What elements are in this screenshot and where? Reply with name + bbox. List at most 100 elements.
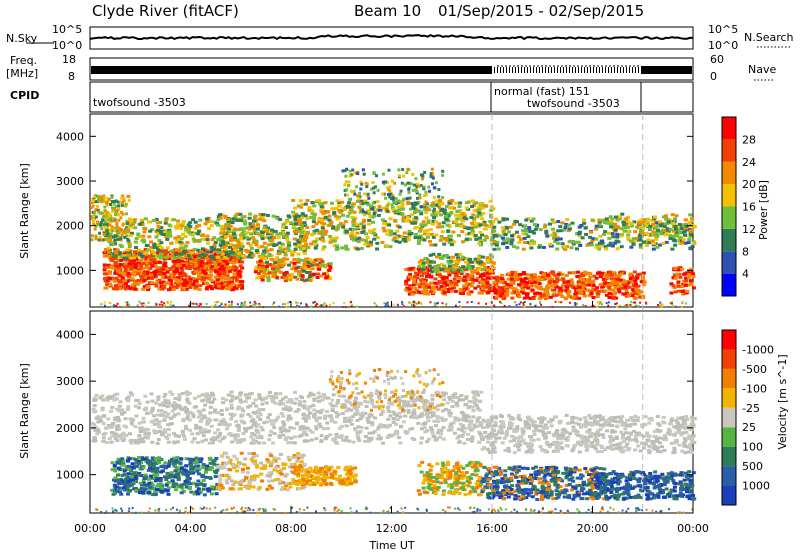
echo-cell xyxy=(222,270,227,274)
echo-cell xyxy=(629,239,634,243)
echo-cell xyxy=(536,279,541,283)
echo-cell xyxy=(537,243,542,247)
echo-cell xyxy=(506,272,511,276)
echo-cell xyxy=(332,239,337,243)
echo-cell xyxy=(587,281,592,285)
nave-tick-bottom: 0 xyxy=(710,70,717,83)
echo-cell xyxy=(405,286,410,290)
echo-cell xyxy=(552,234,557,238)
echo-cell xyxy=(291,210,296,214)
echo-cell xyxy=(257,271,262,275)
echo-cell xyxy=(454,304,457,307)
echo-cell xyxy=(296,265,301,269)
echo-cell xyxy=(350,300,353,303)
echo-cell xyxy=(297,243,302,247)
echo-cell xyxy=(456,270,461,274)
echo-cell xyxy=(304,259,309,263)
echo-cell xyxy=(442,264,447,268)
echo-cell xyxy=(419,436,424,440)
echo-cell xyxy=(235,212,240,216)
echo-cell xyxy=(417,260,422,264)
echo-cell xyxy=(224,251,229,255)
y-tick-label: 1000 xyxy=(56,264,84,277)
echo-cell xyxy=(157,272,162,276)
echo-cell xyxy=(161,303,164,306)
echo-cell xyxy=(422,185,426,189)
echo-cell xyxy=(610,244,615,248)
echo-cell xyxy=(608,270,613,274)
echo-cell xyxy=(360,230,365,234)
echo-cell xyxy=(656,304,659,307)
echo-cell xyxy=(458,276,463,280)
echo-cell xyxy=(102,414,107,418)
echo-cell xyxy=(174,267,179,271)
echo-cell xyxy=(587,283,592,287)
echo-cell xyxy=(420,303,423,306)
echo-cell xyxy=(180,224,185,228)
echo-cell xyxy=(312,229,317,233)
echo-cell xyxy=(244,303,247,306)
echo-cell xyxy=(641,226,646,230)
echo-cell xyxy=(119,237,123,241)
echo-cell xyxy=(136,282,141,286)
echo-cell xyxy=(249,232,254,236)
echo-cell xyxy=(497,234,502,238)
echo-cell xyxy=(555,279,560,283)
echo-cell xyxy=(601,218,606,222)
echo-cell xyxy=(575,284,580,288)
echo-cell xyxy=(454,253,459,257)
echo-cell xyxy=(130,422,135,426)
echo-cell xyxy=(170,392,175,396)
echo-cell xyxy=(142,276,147,280)
echo-cell xyxy=(344,306,347,309)
echo-cell xyxy=(259,218,264,222)
echo-cell xyxy=(261,275,266,279)
echo-cell xyxy=(609,277,614,281)
echo-cell xyxy=(155,255,160,259)
echo-cell xyxy=(480,272,485,276)
echo-cell xyxy=(185,227,190,231)
echo-cell xyxy=(418,193,422,197)
echo-cell xyxy=(112,279,117,283)
echo-cell xyxy=(418,278,423,282)
echo-cell xyxy=(243,221,248,225)
echo-cell xyxy=(255,231,260,235)
echo-cell xyxy=(188,264,193,268)
echo-cell xyxy=(252,219,257,223)
echo-cell xyxy=(259,304,262,307)
echo-cell xyxy=(136,304,139,307)
echo-cell xyxy=(689,270,694,274)
echo-cell xyxy=(413,201,418,205)
echo-cell xyxy=(439,263,444,267)
echo-cell xyxy=(262,249,267,253)
echo-cell xyxy=(287,241,292,245)
echo-cell xyxy=(553,240,558,244)
echo-cell xyxy=(480,268,485,272)
echo-cell xyxy=(219,225,224,229)
echo-cell xyxy=(445,283,450,287)
echo-cell xyxy=(140,222,145,226)
echo-cell xyxy=(102,254,107,258)
echo-cell xyxy=(155,270,160,274)
echo-cell xyxy=(231,218,236,222)
echo-cell xyxy=(102,194,106,198)
echo-cell xyxy=(473,234,478,238)
echo-cell xyxy=(642,224,647,228)
echo-cell xyxy=(318,237,323,241)
echo-cell xyxy=(626,303,629,306)
echo-cell xyxy=(633,279,638,283)
echo-cell xyxy=(450,399,455,403)
nave-tick-top: 60 xyxy=(710,53,724,66)
echo-cell xyxy=(645,240,650,244)
echo-cell xyxy=(195,282,200,286)
echo-cell xyxy=(477,254,482,258)
echo-cell xyxy=(309,242,314,246)
echo-cell xyxy=(598,225,603,229)
echo-cell xyxy=(422,187,426,191)
echo-cell xyxy=(603,289,608,293)
echo-cell xyxy=(526,296,531,300)
echo-cell xyxy=(428,269,433,273)
echo-cell xyxy=(354,223,359,227)
echo-cell xyxy=(188,277,193,281)
echo-cell xyxy=(171,440,176,444)
